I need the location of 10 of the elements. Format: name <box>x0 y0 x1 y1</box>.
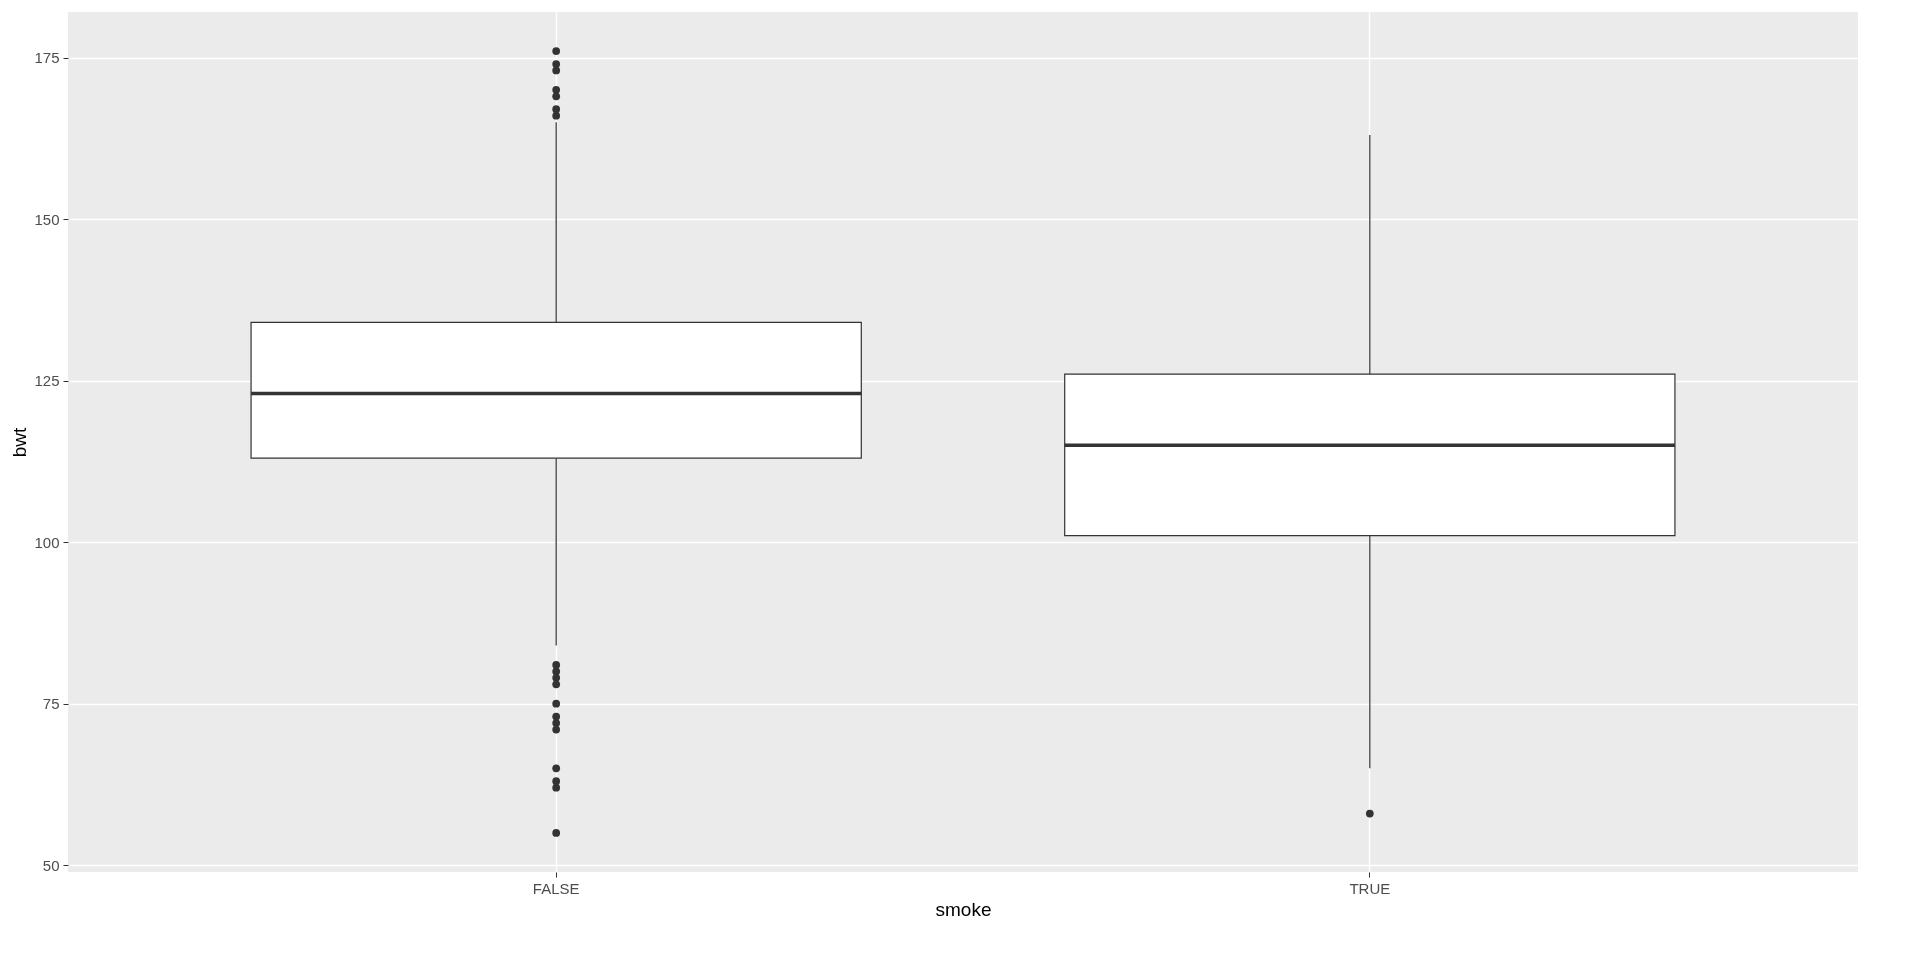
y-tick-label: 125 <box>34 372 60 390</box>
x-axis-title: smoke <box>935 898 992 920</box>
x-tick-label: FALSE <box>532 879 580 897</box>
x-tick-label: TRUE <box>1349 879 1391 897</box>
y-tick-label: 50 <box>42 856 60 874</box>
y-tick-label: 150 <box>34 210 60 228</box>
y-tick-label: 175 <box>34 49 60 67</box>
y-tick-label: 75 <box>42 695 60 713</box>
y-axis-title: bwt <box>9 427 31 458</box>
y-tick-label: 100 <box>34 533 60 551</box>
